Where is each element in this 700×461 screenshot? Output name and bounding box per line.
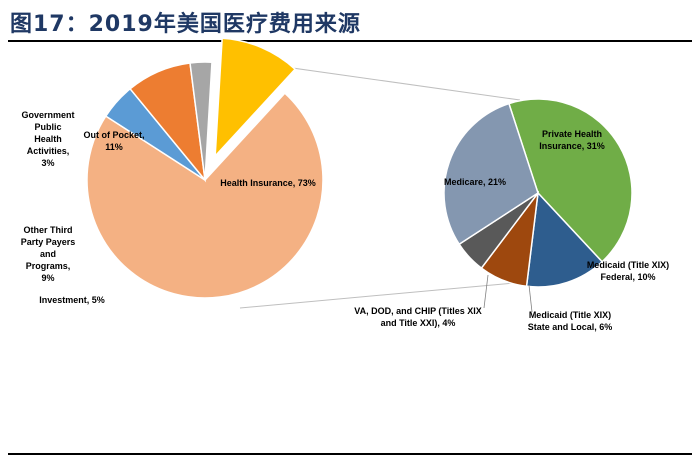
label-va-dod-chip-line1: VA, DOD, and CHIP (Titles XIX xyxy=(354,306,482,316)
connector-line-bottom xyxy=(239,281,526,309)
label-other-line2: Party Payers xyxy=(21,237,76,247)
label-medicaid-state-line2: State and Local, 6% xyxy=(528,322,613,332)
label-private-line1: Private Health xyxy=(542,129,602,139)
label-other-line4: Programs, xyxy=(26,261,71,271)
right-pie-chart xyxy=(443,98,633,288)
pie-slice-medicaid-federal-10 xyxy=(525,191,604,288)
label-va-dod-chip-line2: and Title XXI), 4% xyxy=(381,318,456,328)
pie-slice-medicare-21 xyxy=(443,102,539,246)
label-investment: Investment, 5% xyxy=(39,295,105,305)
pie-slice-out-of-pocket-11 xyxy=(214,37,297,159)
label-medicaid-federal-line1: Medicaid (Title XIX) xyxy=(587,260,669,270)
label-medicaid-state-line1: Medicaid (Title XIX) xyxy=(529,310,611,320)
label-gov-line3: Health xyxy=(34,134,62,144)
label-medicaid-federal-line2: Federal, 10% xyxy=(600,272,655,282)
leader-va-dod-chip xyxy=(483,274,489,309)
leader-medicaid-state xyxy=(528,284,533,313)
figure-title: 图17：2019年美国医疗费用来源 xyxy=(10,12,361,37)
label-other-line5: 9% xyxy=(41,273,54,283)
label-out-of-pocket-line2: 11% xyxy=(105,142,123,152)
left-pie-chart xyxy=(86,37,324,299)
top-rule xyxy=(8,40,692,42)
pie-slice-government-public-health-activities-3 xyxy=(189,61,213,181)
label-other-line3: and xyxy=(40,249,56,259)
label-gov-line4: Activities, xyxy=(27,146,70,156)
pie-slice-health-insurance-73 xyxy=(86,92,324,299)
label-gov-line1: Government xyxy=(21,110,74,120)
label-health-insurance: Health Insurance, 73% xyxy=(220,178,316,188)
label-medicare: Medicare, 21% xyxy=(444,177,506,187)
label-gov-line5: 3% xyxy=(41,158,54,168)
label-leader-lines xyxy=(483,274,533,313)
label-out-of-pocket-line1: Out of Pocket, xyxy=(83,130,144,140)
label-gov-line2: Public xyxy=(34,122,61,132)
label-private-line2: Insurance, 31% xyxy=(539,141,605,151)
label-other-line1: Other Third xyxy=(24,225,73,235)
pie-slice-private-health-insurance-31 xyxy=(508,98,633,263)
bottom-rule xyxy=(8,453,692,455)
